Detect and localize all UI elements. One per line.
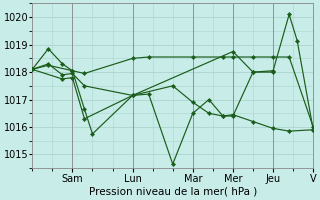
X-axis label: Pression niveau de la mer( hPa ): Pression niveau de la mer( hPa ) xyxy=(89,187,257,197)
